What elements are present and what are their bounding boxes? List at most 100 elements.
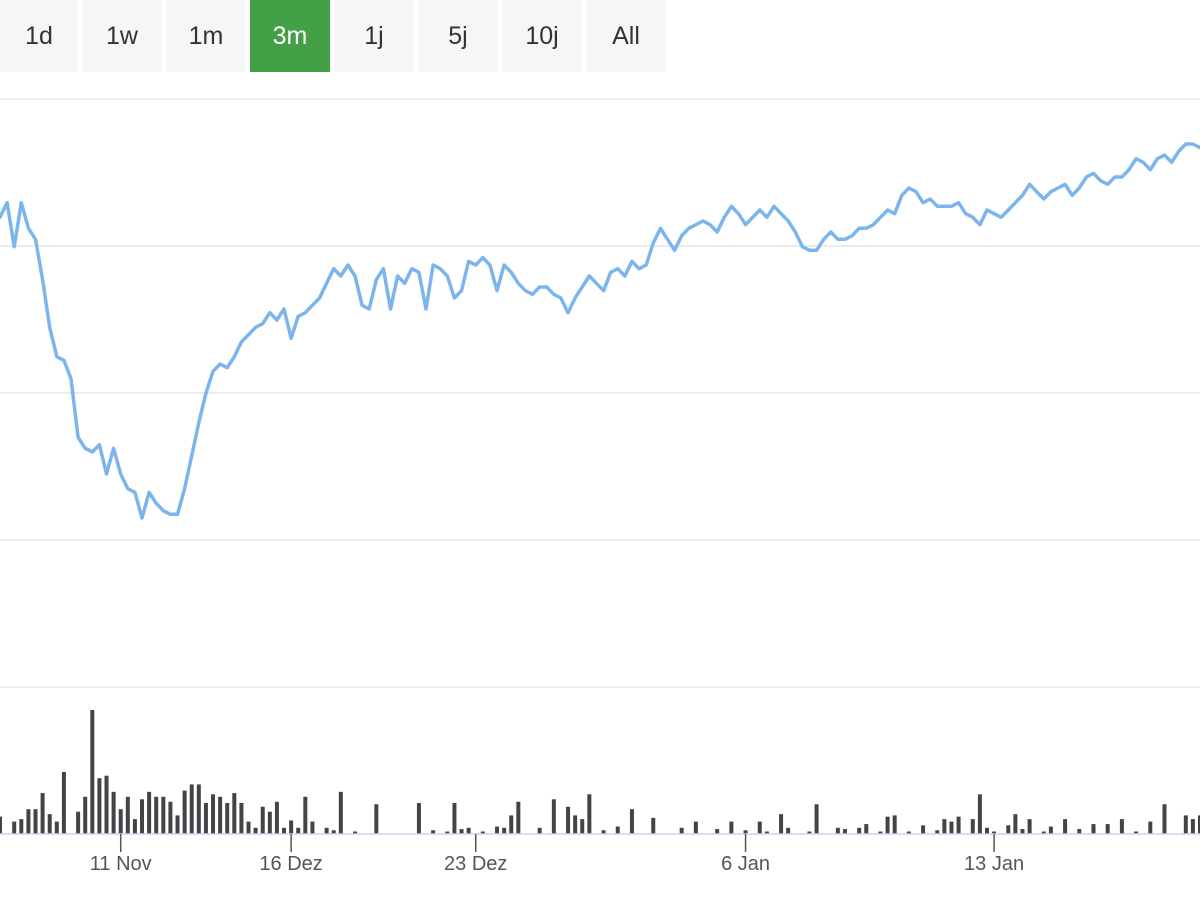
volume-bar [289, 820, 294, 834]
volume-bar [715, 829, 720, 834]
volume-bar [807, 831, 812, 834]
volume-bar [566, 806, 571, 834]
range-button-10j[interactable]: 10j [502, 0, 582, 72]
volume-bar [878, 831, 883, 834]
range-button-1d[interactable]: 1d [0, 0, 78, 72]
volume-bar [495, 826, 500, 834]
volume-bar [19, 819, 24, 834]
volume-bar [1190, 819, 1195, 834]
volume-bar [842, 829, 847, 834]
volume-bar [416, 803, 421, 834]
volume-bar [1006, 825, 1011, 834]
volume-bar [232, 793, 237, 834]
volume-bar [984, 827, 989, 834]
volume-bar [921, 825, 926, 834]
volume-bar [942, 819, 947, 834]
volume-bar [338, 791, 343, 834]
volume-bar [54, 821, 59, 834]
volume-bar [1077, 829, 1082, 834]
volume-bar [1013, 814, 1018, 834]
range-button-1m[interactable]: 1m [166, 0, 246, 72]
volume-bar [935, 830, 940, 834]
volume-bar [90, 710, 95, 834]
volume-bar [679, 827, 684, 834]
volume-bar [977, 794, 982, 834]
volume-bar [885, 816, 890, 834]
volume-bar [211, 794, 216, 834]
volume-bar [835, 827, 840, 834]
volume-bar [140, 799, 145, 834]
volume-bar [480, 831, 485, 834]
volume-bar [203, 803, 208, 834]
volume-bar [587, 794, 592, 834]
range-button-1j[interactable]: 1j [334, 0, 414, 72]
volume-bar [502, 827, 507, 834]
volume-bar [40, 793, 45, 834]
volume-bar [182, 790, 187, 834]
volume-bar [992, 831, 997, 834]
volume-bar [651, 817, 656, 834]
volume-bar [1183, 815, 1188, 834]
volume-bar [956, 816, 961, 834]
volume-bar [509, 815, 514, 834]
volume-bar [267, 811, 272, 834]
volume-bar [147, 791, 152, 834]
volume-bar [253, 827, 258, 834]
volume-bar [26, 809, 31, 834]
x-tick-label: 11 Nov [90, 853, 152, 875]
volume-bar [154, 796, 159, 834]
volume-bar [743, 830, 748, 834]
volume-bar [1048, 826, 1053, 834]
volume-bar [282, 827, 287, 834]
range-button-All[interactable]: All [586, 0, 666, 72]
volume-bar [189, 784, 194, 834]
range-button-5j[interactable]: 5j [418, 0, 498, 72]
volume-bar [1063, 819, 1068, 834]
volume-bar [764, 831, 769, 834]
volume-bar [47, 814, 52, 834]
volume-bar [1134, 831, 1139, 834]
volume-bar [196, 784, 201, 834]
volume-bar [125, 796, 130, 834]
x-tick-label: 13 Jan [964, 853, 1024, 875]
volume-bar [445, 831, 450, 834]
volume-bar [693, 821, 698, 834]
volume-bar [12, 821, 17, 834]
volume-bar [779, 814, 784, 834]
volume-bar [1119, 819, 1124, 834]
volume-bar [629, 809, 634, 834]
x-tick-label: 6 Jan [721, 853, 770, 875]
volume-bar [1020, 829, 1025, 834]
range-button-3m[interactable]: 3m [250, 0, 330, 72]
volume-bar [1148, 821, 1153, 834]
volume-bar [161, 796, 166, 834]
volume-bar [729, 821, 734, 834]
volume-bar [431, 830, 436, 834]
volume-bar [374, 804, 379, 834]
volume-bar [857, 827, 862, 834]
volume-bar [864, 824, 869, 834]
volume-bar [580, 819, 585, 834]
volume-bar [892, 815, 897, 834]
volume-bar [615, 826, 620, 834]
volume-bar [218, 796, 223, 834]
volume-bar [246, 821, 251, 834]
volume-bar [61, 772, 66, 834]
volume-bar [1091, 824, 1096, 834]
volume-bar [970, 819, 975, 834]
volume-bar [466, 827, 471, 834]
volume-bar [324, 827, 329, 834]
volume-bar [551, 799, 556, 834]
volume-bar [97, 778, 102, 834]
range-button-1w[interactable]: 1w [82, 0, 162, 72]
volume-bar [0, 816, 2, 834]
volume-bar [104, 775, 109, 834]
volume-bar [814, 804, 819, 834]
volume-bar [296, 827, 301, 834]
volume-bar [76, 811, 81, 834]
volume-bar [111, 791, 116, 834]
volume-bar [601, 830, 606, 834]
volume-bar [310, 821, 315, 834]
volume-bar [1162, 804, 1167, 834]
